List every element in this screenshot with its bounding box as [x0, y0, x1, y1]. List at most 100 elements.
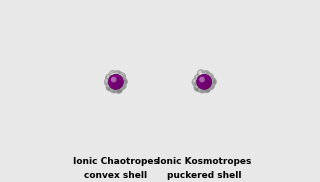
- Circle shape: [116, 87, 119, 90]
- Circle shape: [200, 82, 203, 85]
- Circle shape: [108, 74, 124, 89]
- Circle shape: [206, 82, 214, 90]
- Circle shape: [110, 83, 113, 86]
- Circle shape: [207, 80, 212, 86]
- Circle shape: [197, 82, 205, 90]
- Circle shape: [107, 77, 115, 85]
- Circle shape: [206, 80, 209, 83]
- Circle shape: [111, 87, 117, 93]
- Circle shape: [195, 77, 203, 85]
- Circle shape: [207, 75, 213, 81]
- Circle shape: [206, 81, 209, 84]
- Circle shape: [110, 84, 116, 90]
- Circle shape: [199, 81, 207, 89]
- Circle shape: [115, 85, 123, 93]
- Circle shape: [110, 85, 118, 93]
- Text: Ionic Kosmotropes: Ionic Kosmotropes: [157, 157, 252, 166]
- Circle shape: [111, 74, 114, 76]
- Circle shape: [205, 79, 213, 87]
- Circle shape: [110, 72, 118, 80]
- Circle shape: [106, 74, 114, 82]
- Circle shape: [110, 72, 114, 75]
- Circle shape: [109, 78, 112, 81]
- Circle shape: [108, 78, 111, 81]
- Circle shape: [208, 83, 214, 89]
- Circle shape: [115, 74, 123, 82]
- Circle shape: [116, 87, 122, 93]
- Circle shape: [204, 86, 207, 89]
- Circle shape: [196, 76, 199, 79]
- Circle shape: [118, 80, 121, 83]
- Circle shape: [204, 74, 211, 82]
- Circle shape: [107, 76, 113, 82]
- Circle shape: [204, 86, 210, 92]
- Circle shape: [202, 84, 210, 92]
- Circle shape: [194, 84, 202, 91]
- Circle shape: [108, 85, 114, 91]
- Circle shape: [204, 85, 207, 88]
- Circle shape: [116, 72, 121, 78]
- Circle shape: [114, 84, 122, 92]
- Circle shape: [198, 85, 206, 93]
- Circle shape: [195, 74, 202, 82]
- Text: Ionic Chaotropes: Ionic Chaotropes: [73, 157, 159, 166]
- Circle shape: [204, 72, 207, 75]
- Circle shape: [111, 86, 114, 89]
- Circle shape: [200, 77, 211, 89]
- Circle shape: [196, 74, 212, 89]
- Circle shape: [210, 79, 216, 85]
- Circle shape: [204, 72, 210, 78]
- Circle shape: [196, 85, 202, 91]
- Circle shape: [107, 75, 110, 78]
- Circle shape: [203, 76, 209, 82]
- Circle shape: [115, 85, 118, 88]
- Circle shape: [199, 71, 202, 74]
- Circle shape: [106, 83, 114, 91]
- Circle shape: [106, 79, 108, 82]
- Circle shape: [202, 74, 210, 82]
- Circle shape: [111, 77, 116, 82]
- Circle shape: [201, 83, 206, 89]
- Circle shape: [204, 79, 212, 87]
- Circle shape: [204, 86, 210, 92]
- Circle shape: [199, 83, 204, 89]
- Circle shape: [115, 85, 121, 91]
- Circle shape: [203, 85, 211, 93]
- Circle shape: [205, 75, 208, 78]
- Circle shape: [117, 79, 125, 87]
- Circle shape: [121, 79, 124, 82]
- Circle shape: [119, 74, 122, 77]
- Circle shape: [198, 83, 201, 86]
- Circle shape: [197, 79, 203, 84]
- Circle shape: [118, 80, 124, 86]
- Circle shape: [110, 78, 116, 84]
- Circle shape: [119, 78, 127, 86]
- Circle shape: [199, 71, 205, 77]
- Circle shape: [115, 76, 118, 79]
- Circle shape: [200, 74, 206, 80]
- Circle shape: [202, 71, 210, 79]
- Circle shape: [200, 86, 203, 89]
- Circle shape: [108, 82, 116, 90]
- Circle shape: [117, 81, 120, 84]
- Circle shape: [109, 70, 117, 78]
- Circle shape: [118, 73, 126, 81]
- Circle shape: [112, 83, 115, 86]
- Circle shape: [117, 81, 123, 87]
- Text: convex shell: convex shell: [84, 171, 148, 180]
- Circle shape: [104, 78, 112, 86]
- Circle shape: [108, 79, 115, 84]
- Circle shape: [108, 84, 110, 87]
- Circle shape: [108, 76, 116, 84]
- Circle shape: [106, 80, 112, 86]
- Circle shape: [199, 77, 205, 82]
- Circle shape: [198, 72, 206, 80]
- Circle shape: [207, 74, 210, 77]
- Circle shape: [208, 78, 216, 86]
- Circle shape: [112, 83, 118, 89]
- Circle shape: [114, 71, 122, 79]
- Circle shape: [111, 77, 123, 89]
- Circle shape: [113, 74, 121, 82]
- Circle shape: [210, 79, 213, 82]
- Circle shape: [194, 80, 200, 86]
